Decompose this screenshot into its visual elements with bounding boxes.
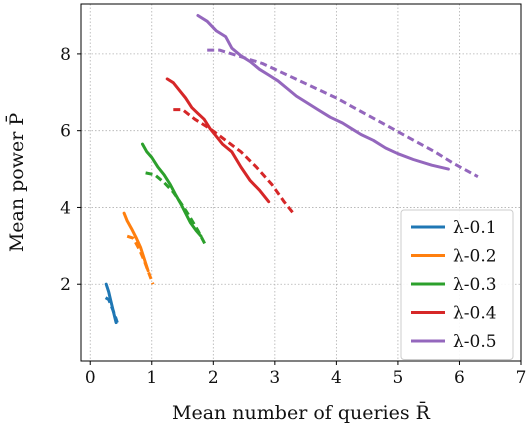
x-tick-label: 1	[146, 368, 157, 388]
y-tick-label: 6	[60, 122, 71, 142]
series-3-dashed-line	[145, 171, 208, 247]
legend-label: λ-0.5	[453, 332, 497, 352]
legend-box	[400, 209, 514, 360]
series-5-solid-line	[196, 14, 450, 171]
series-1-solid-line	[104, 282, 118, 325]
legend-label: λ-0.3	[453, 275, 497, 295]
y-tick-label: 2	[60, 275, 71, 295]
series-4-solid-line	[165, 77, 271, 204]
y-tick-label: 4	[60, 198, 71, 218]
legend: λ-0.1 λ-0.2 λ-0.3 λ-0.4 λ-0.5	[400, 209, 514, 360]
x-axis-label: Mean number of queries R̄	[172, 401, 431, 424]
x-tick-label: 3	[269, 368, 280, 388]
series-4-dashed-line	[173, 108, 295, 215]
plot-frame	[80, 3, 522, 362]
series-3-solid-line	[141, 142, 203, 238]
ticks: 0 1 2 3 4 5 6 7 2 4 6 8	[60, 45, 526, 388]
x-tick-label: 7	[516, 368, 527, 388]
legend-label: λ-0.4	[453, 304, 497, 324]
series-2-solid-line	[122, 211, 150, 273]
x-tick-label: 6	[454, 368, 465, 388]
x-tick-label: 0	[85, 368, 96, 388]
x-tick-label: 4	[331, 368, 342, 388]
y-tick-label: 8	[60, 45, 71, 65]
y-axis-label: Mean power P̄	[5, 113, 28, 253]
grid	[81, 4, 522, 361]
x-tick-label: 5	[393, 368, 404, 388]
legend-label: λ-0.2	[453, 247, 497, 267]
legend-label: λ-0.1	[453, 218, 497, 238]
series-layer	[104, 14, 479, 325]
x-tick-label: 2	[208, 368, 219, 388]
series-5-dashed-line	[207, 48, 479, 179]
